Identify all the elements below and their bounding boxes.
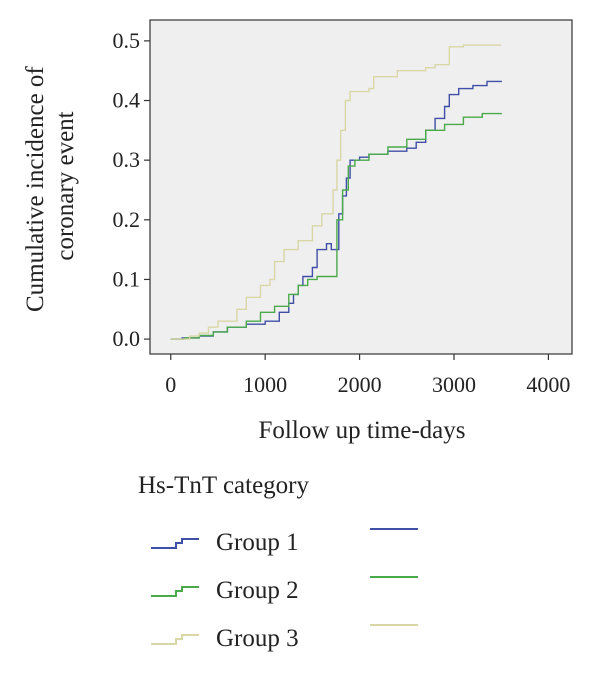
series-layer [170, 44, 502, 340]
legend-title: Hs-TnT category [138, 472, 310, 499]
x-axis-label: Follow up time-days [259, 417, 466, 444]
series-line-group-3 [170, 44, 502, 340]
x-tick-label: 4000 [526, 372, 570, 397]
legend-label: Group 3 [216, 625, 299, 652]
y-axis-label-line-2: coronary event [52, 111, 79, 260]
x-tick-label: 1000 [243, 372, 287, 397]
legend-item-group-1: Group 1 [150, 528, 299, 558]
x-tick-label: 0 [165, 372, 176, 397]
legend-item-group-3: Group 3 [150, 624, 299, 654]
y-tick-label: 0.2 [113, 207, 141, 232]
y-tick-label: 0.0 [113, 326, 141, 351]
x-tick-label: 2000 [338, 372, 382, 397]
legend-line-group-1 [370, 528, 418, 530]
legend-label: Group 1 [216, 529, 299, 556]
legend-label: Group 2 [216, 577, 299, 604]
legend-line-group-2 [370, 576, 418, 578]
x-tick-label: 3000 [432, 372, 476, 397]
series-line-group-2 [170, 112, 502, 340]
legend-swatch [151, 634, 199, 645]
series-line-group-1 [170, 80, 502, 340]
legend-item-group-2: Group 2 [150, 576, 299, 606]
legend-swatch [151, 586, 199, 597]
plot-area [149, 19, 573, 355]
y-axis-label-line-1: Cumulative incidence of [22, 66, 49, 312]
y-axis-label: Cumulative incidence of coronary event [22, 60, 79, 312]
legend-swatch [151, 538, 199, 549]
y-tick-label: 0.3 [113, 147, 141, 172]
legend-line-group-3 [370, 624, 418, 626]
y-axis: 0.0 0.1 0.2 0.3 0.4 0.5 [113, 28, 150, 351]
y-tick-label: 0.4 [113, 88, 141, 113]
x-axis: 0 1000 2000 3000 4000 [165, 354, 570, 397]
y-tick-label: 0.1 [113, 266, 141, 291]
y-tick-label: 0.5 [113, 28, 141, 53]
